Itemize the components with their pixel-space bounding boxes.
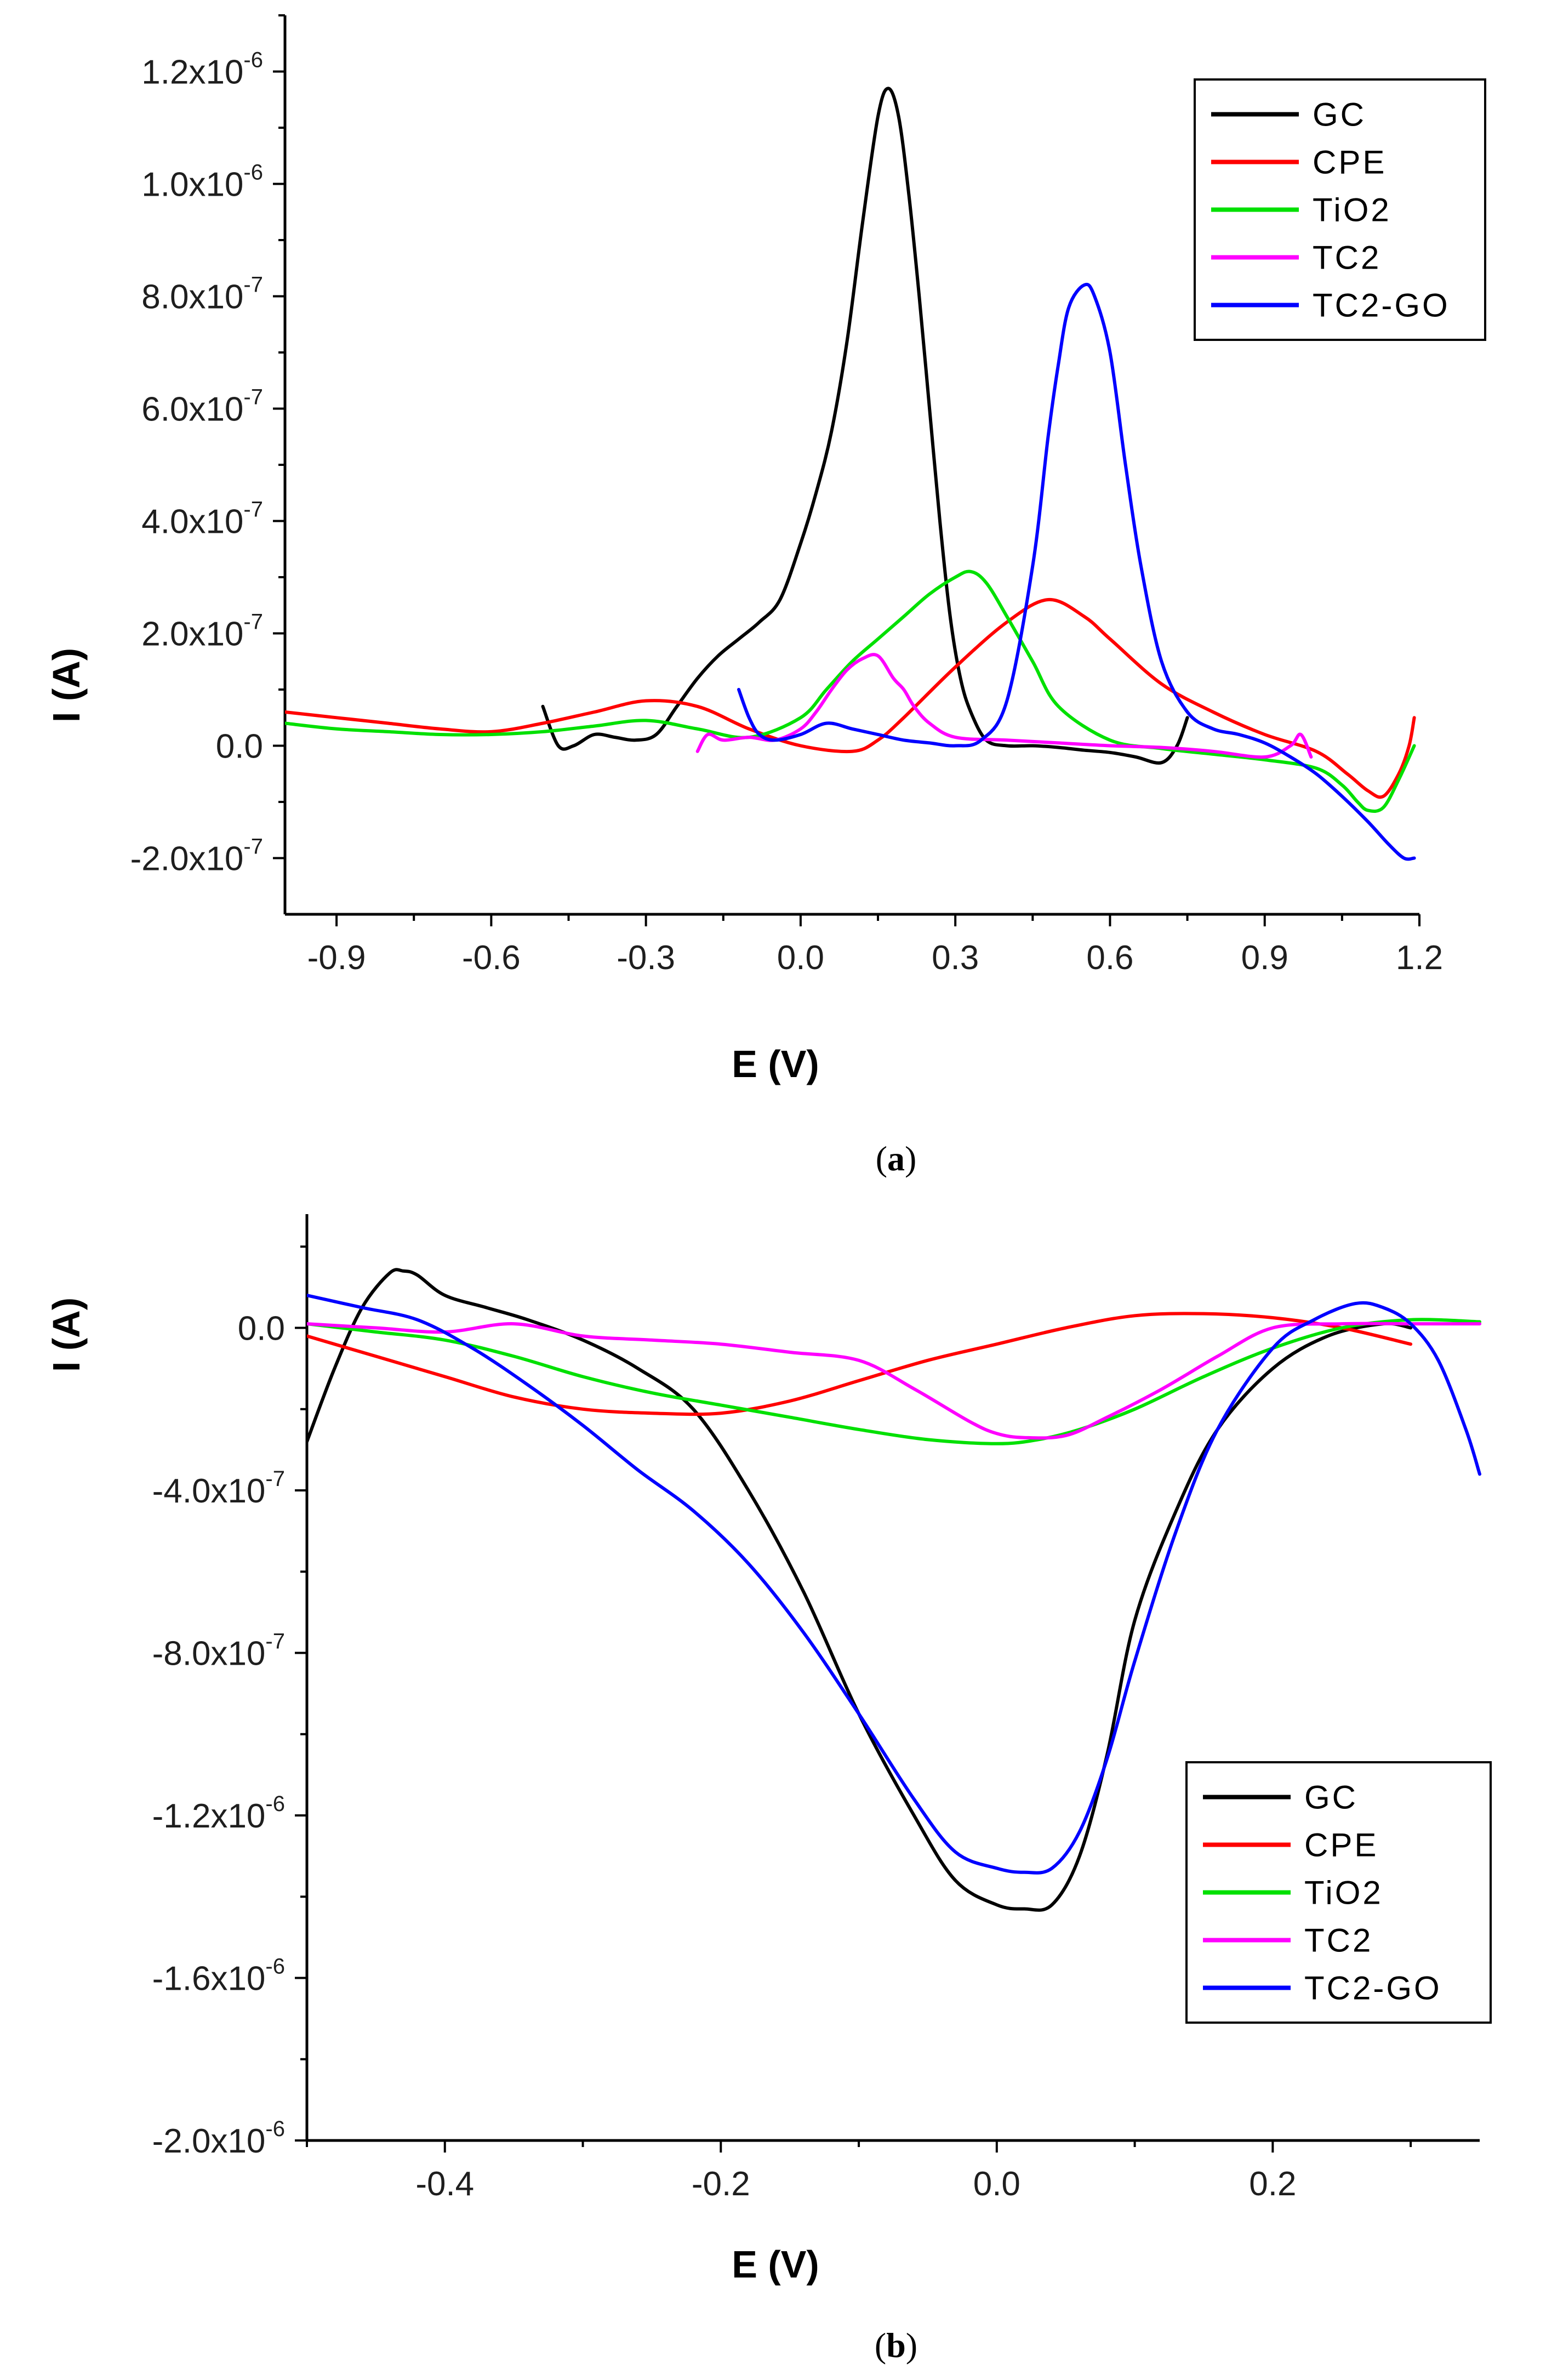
caption-a-letter: a [887,1139,905,1178]
x-tick-label: -0.6 [462,939,521,977]
series-line-tio2 [285,570,1416,813]
y-tick-exponent: -7 [243,835,263,859]
legend-label-cpe: CPE [1304,1827,1378,1864]
series-line-tc2-go [737,282,1416,861]
series-line-cpe [307,1312,1413,1416]
x-tick-label: -0.4 [415,2165,474,2203]
legend-label-tc2-go: TC2-GO [1313,287,1450,324]
y-tick-mantissa: -8.0x10 [152,1635,266,1673]
legend-label-gc: GC [1313,96,1366,133]
series-line-gc [541,87,1189,765]
series-group [307,1268,1481,1912]
y-tick-label: 1.0x10-6 [141,161,263,204]
y-tick-label: -1.6x10-6 [152,1955,285,1998]
x-tick-label: 0.6 [1086,939,1133,977]
x-tick-label: -0.9 [307,939,366,977]
y-tick-label: 8.0x10-7 [141,273,263,316]
x-tick-label: 0.9 [1241,939,1288,977]
y-tick-mantissa: 4.0x10 [141,503,243,541]
series-line-cpe [285,597,1416,799]
caption-b-open: ( [875,2326,886,2365]
legend-label-tio2: TiO2 [1304,1875,1383,1911]
y-tick-label: -1.2x10-6 [152,1792,285,1835]
series-group [285,87,1416,861]
y-tick-label: 2.0x10-7 [141,610,263,653]
legend-label-tc2-go: TC2-GO [1304,1970,1442,2007]
y-tick-exponent: -7 [243,273,263,297]
x-tick-label: 0.3 [932,939,979,977]
y-tick-label: -8.0x10-7 [152,1630,285,1673]
y-tick-mantissa: 1.0x10 [141,166,243,204]
y-tick-label: 0.0 [238,1310,285,1348]
y-tick-label: 1.2x10-6 [141,48,263,92]
y-tick-mantissa: 2.0x10 [141,616,243,653]
y-axis-title: I (A) [45,648,88,722]
y-tick-exponent: -7 [243,498,263,522]
y-tick-mantissa: 8.0x10 [141,278,243,316]
chart-a: 1.2x10-61.0x10-68.0x10-76.0x10-74.0x10-7… [45,14,1486,1085]
y-tick-mantissa: -2.0x10 [130,840,244,878]
x-tick-label: -0.3 [617,939,675,977]
caption-a-close: ) [905,1139,916,1178]
y-tick-exponent: -6 [265,2117,285,2141]
caption-b-close: ) [906,2326,917,2365]
y-tick-exponent: -6 [243,48,263,72]
y-tick-label: 4.0x10-7 [141,498,263,541]
y-tick-exponent: -7 [265,1467,285,1491]
y-tick-label: -4.0x10-7 [152,1467,285,1510]
caption-a-open: ( [876,1139,887,1178]
y-tick-exponent: -7 [265,1630,285,1654]
y-tick-label: 0.0 [216,728,263,766]
series-line-tc2 [307,1322,1481,1440]
x-tick-label: 0.2 [1249,2165,1296,2203]
y-tick-label: -2.0x10-6 [152,2117,285,2160]
caption-b: (b) [875,2326,917,2365]
series-line-gc [307,1268,1413,1912]
y-tick-mantissa: -4.0x10 [152,1472,266,1510]
y-tick-exponent: -6 [265,1792,285,1816]
y-tick-label: 6.0x10-7 [141,385,263,429]
legend-label-tc2: TC2 [1304,1922,1373,1959]
caption-a: (a) [876,1139,917,1178]
x-tick-label: 0.0 [777,939,824,977]
caption-b-letter: b [886,2326,906,2365]
x-tick-label: -0.2 [692,2165,750,2203]
legend: GC CPE TiO2 TC2 TC2-GO [1194,78,1486,341]
series-line-tio2 [307,1318,1481,1445]
legend-label-cpe: CPE [1313,144,1387,181]
x-tick-label: 1.2 [1396,939,1443,977]
y-tick-exponent: -7 [243,610,263,634]
y-tick-exponent: -6 [265,1955,285,1979]
y-tick-exponent: -6 [243,161,263,185]
legend-label-gc: GC [1304,1779,1358,1816]
y-axis-title: I (A) [45,1297,88,1372]
y-tick-mantissa: -2.0x10 [152,2122,266,2160]
y-tick-exponent: -7 [243,385,263,409]
y-tick-mantissa: 6.0x10 [141,391,243,429]
y-tick-mantissa: -1.6x10 [152,1960,266,1998]
y-tick-label: -2.0x10-7 [130,835,263,878]
series-line-tc2-go [307,1294,1481,1875]
legend: GC CPE TiO2 TC2 TC2-GO [1185,1761,1492,2024]
y-tick-mantissa: -1.2x10 [152,1797,266,1835]
x-axis-title: E (V) [732,2243,819,2286]
legend-label-tio2: TiO2 [1313,192,1391,229]
legend-label-tc2: TC2 [1313,240,1381,276]
chart-b: 0.0-4.0x10-7-8.0x10-7-1.2x10-6-1.6x10-6-… [45,1214,1492,2286]
y-tick-mantissa: 1.2x10 [141,54,243,92]
x-tick-label: 0.0 [973,2165,1020,2203]
x-axis-title: E (V) [732,1043,819,1085]
